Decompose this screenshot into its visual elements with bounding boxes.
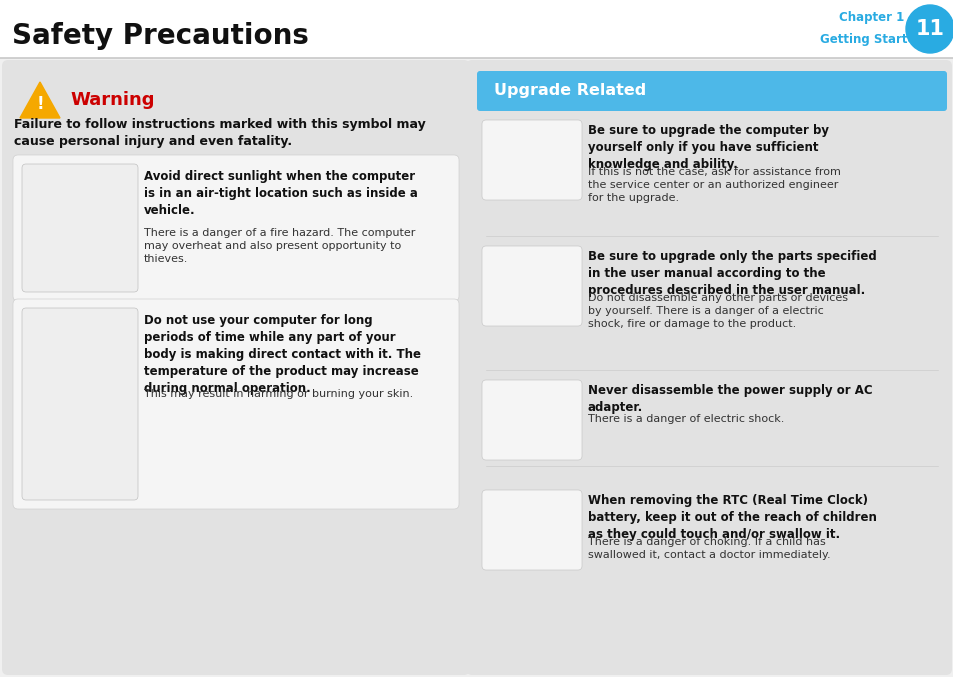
Text: Getting Started: Getting Started [820,33,923,47]
Circle shape [905,5,953,53]
Text: There is a danger of a fire hazard. The computer
may overheat and also present o: There is a danger of a fire hazard. The … [144,228,415,265]
Text: There is a danger of choking. If a child has
swallowed it, contact a doctor imme: There is a danger of choking. If a child… [587,537,830,560]
Text: When removing the RTC (Real Time Clock)
battery, keep it out of the reach of chi: When removing the RTC (Real Time Clock) … [587,494,876,541]
Text: This may result in harming or burning your skin.: This may result in harming or burning yo… [144,389,413,399]
FancyBboxPatch shape [465,60,951,675]
Text: Be sure to upgrade only the parts specified
in the user manual according to the
: Be sure to upgrade only the parts specif… [587,250,876,297]
FancyBboxPatch shape [0,0,953,58]
FancyBboxPatch shape [481,246,581,326]
Text: Upgrade Related: Upgrade Related [494,83,645,98]
FancyBboxPatch shape [22,308,138,500]
Text: Avoid direct sunlight when the computer
is in an air-tight location such as insi: Avoid direct sunlight when the computer … [144,170,417,217]
FancyBboxPatch shape [22,164,138,292]
Text: Do not disassemble any other parts or devices
by yourself. There is a danger of : Do not disassemble any other parts or de… [587,293,847,330]
FancyBboxPatch shape [481,120,581,200]
FancyBboxPatch shape [481,380,581,460]
Text: There is a danger of electric shock.: There is a danger of electric shock. [587,414,783,424]
FancyBboxPatch shape [13,299,458,509]
Text: If this is not the case, ask for assistance from
the service center or an author: If this is not the case, ask for assista… [587,167,840,203]
Polygon shape [20,82,60,118]
Text: Never disassemble the power supply or AC
adapter.: Never disassemble the power supply or AC… [587,384,872,414]
FancyBboxPatch shape [13,155,458,301]
FancyBboxPatch shape [481,490,581,570]
Text: Failure to follow instructions marked with this symbol may
cause personal injury: Failure to follow instructions marked wi… [14,118,425,148]
Text: Safety Precautions: Safety Precautions [12,22,309,50]
FancyBboxPatch shape [476,71,946,111]
Text: 11: 11 [915,19,943,39]
Text: Do not use your computer for long
periods of time while any part of your
body is: Do not use your computer for long period… [144,314,420,395]
Text: !: ! [36,95,44,113]
Text: Chapter 1: Chapter 1 [839,12,903,24]
Text: Be sure to upgrade the computer by
yourself only if you have sufficient
knowledg: Be sure to upgrade the computer by yours… [587,124,828,171]
FancyBboxPatch shape [2,60,470,675]
Text: Warning: Warning [70,91,154,109]
